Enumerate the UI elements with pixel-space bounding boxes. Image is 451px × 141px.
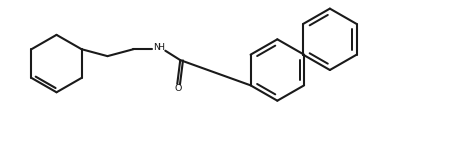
Text: O: O — [174, 84, 181, 93]
Text: N: N — [153, 43, 160, 52]
Text: H: H — [157, 43, 164, 52]
